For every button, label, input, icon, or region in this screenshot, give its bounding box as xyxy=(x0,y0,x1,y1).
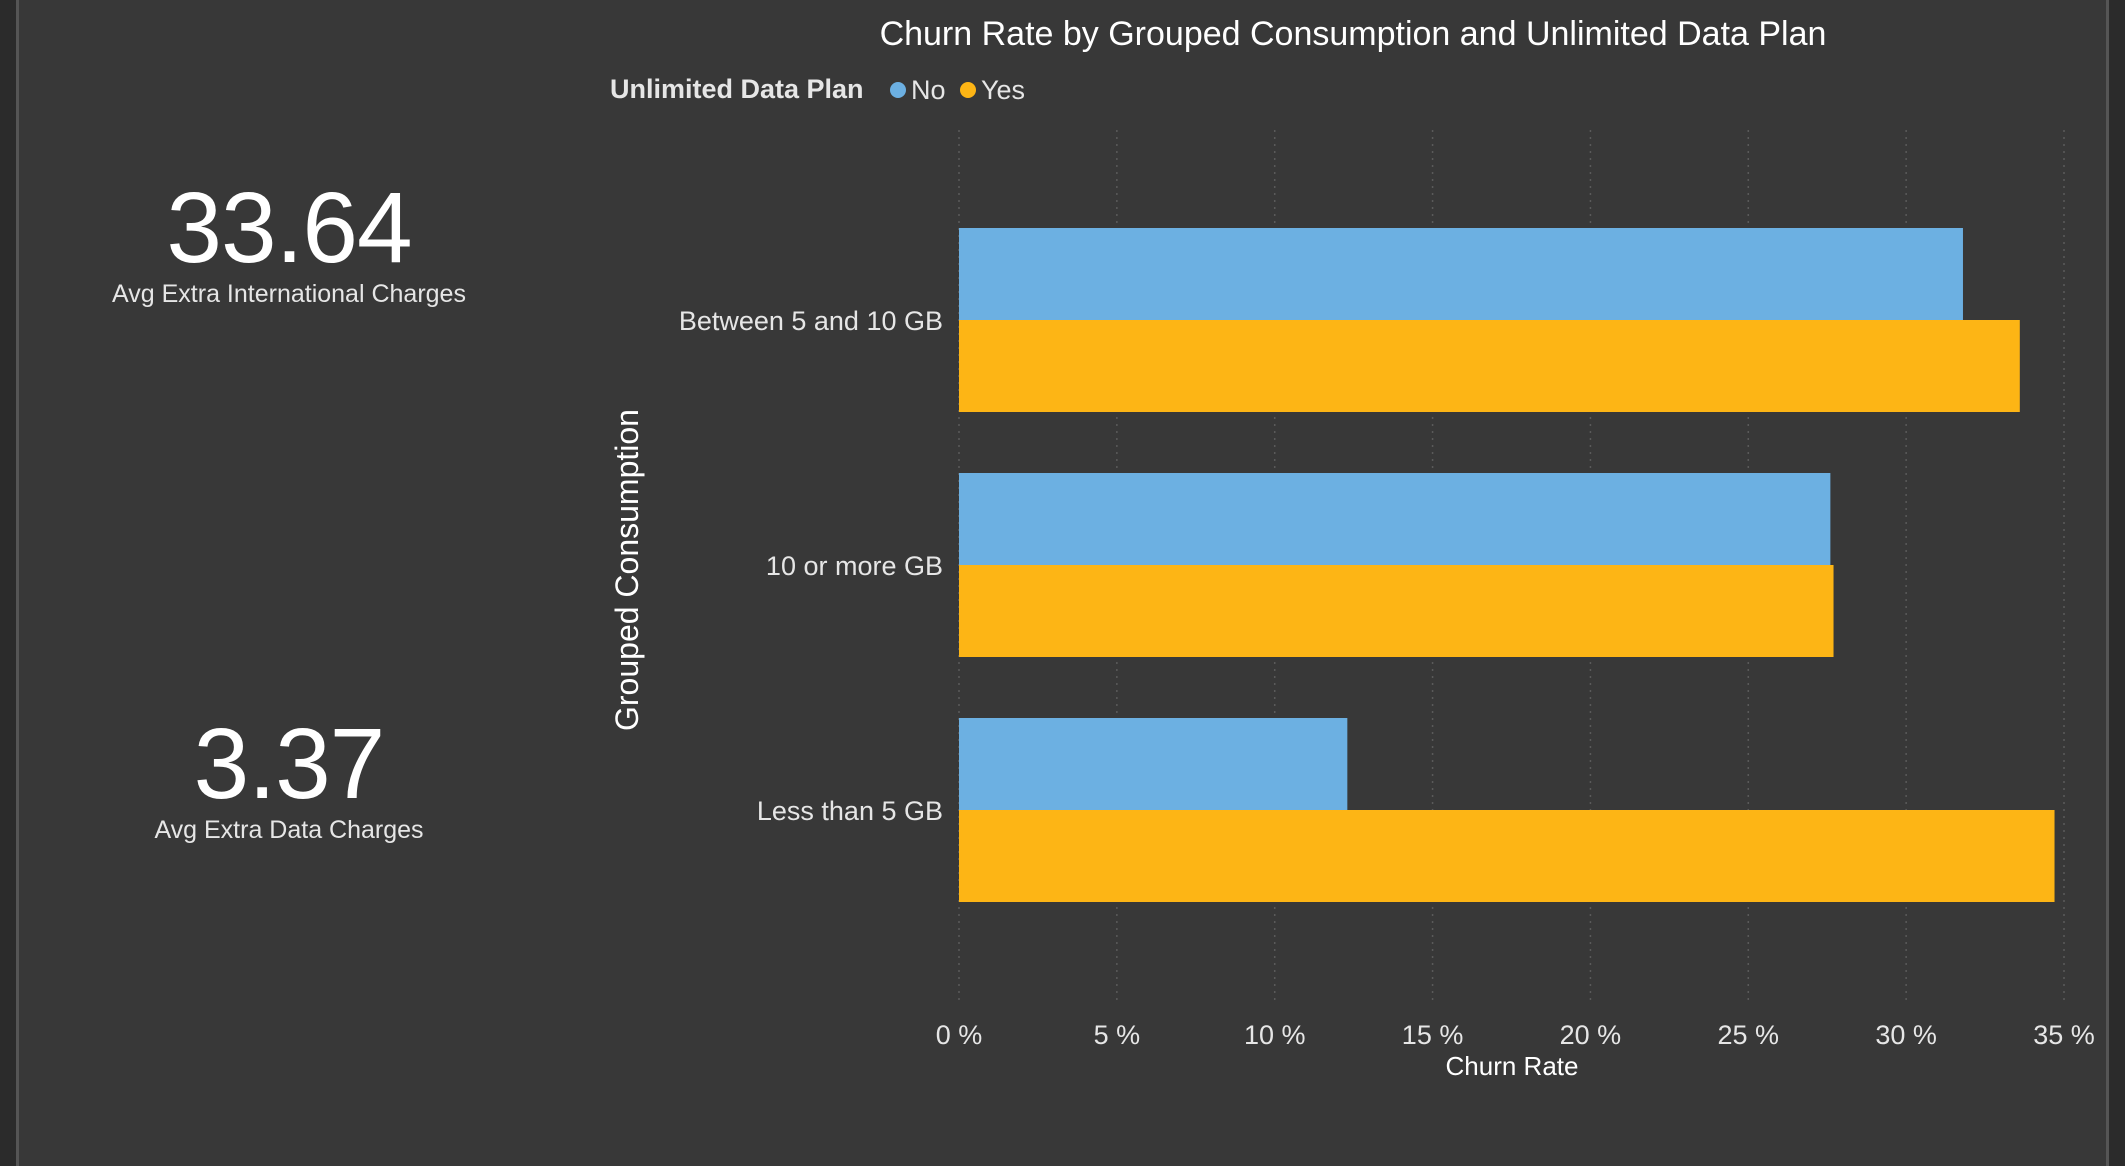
kpi-label: Avg Extra International Charges xyxy=(112,280,466,308)
x-tick-label: 5 % xyxy=(1094,1020,1141,1050)
x-tick-label: 35 % xyxy=(2033,1020,2095,1050)
x-tick-label: 0 % xyxy=(936,1020,983,1050)
x-tick-label: 30 % xyxy=(1875,1020,1937,1050)
x-tick-label: 20 % xyxy=(1560,1020,1622,1050)
bar-no-3[interactable] xyxy=(959,718,1348,810)
x-tick-labels: 0 % 5 % 10 % 15 % 20 % 25 % 30 % 35 % xyxy=(936,1020,2095,1050)
chart-title: Churn Rate by Grouped Consumption and Un… xyxy=(880,15,1827,53)
kpi-label: Avg Extra Data Charges xyxy=(154,816,424,844)
bar-no-1[interactable] xyxy=(959,228,1963,320)
legend-dot-yes xyxy=(960,82,976,98)
legend-title: Unlimited Data Plan xyxy=(610,74,864,104)
x-tick-label: 25 % xyxy=(1718,1020,1780,1050)
category-label: Less than 5 GB xyxy=(757,796,943,826)
bar-yes-2[interactable] xyxy=(959,565,1834,657)
legend-label-no[interactable]: No xyxy=(911,75,946,105)
legend-label-yes[interactable]: Yes xyxy=(981,75,1025,105)
kpi-value: 33.64 xyxy=(166,172,412,284)
bar-yes-1[interactable] xyxy=(959,320,2020,412)
category-labels: Between 5 and 10 GB 10 or more GB Less tha… xyxy=(679,306,943,826)
x-tick-label: 10 % xyxy=(1244,1020,1306,1050)
kpi-value: 3.37 xyxy=(193,708,386,820)
bar-yes-3[interactable] xyxy=(959,810,2055,902)
legend-dot-no xyxy=(890,82,906,98)
bar-no-2[interactable] xyxy=(959,473,1831,565)
x-tick-label: 15 % xyxy=(1402,1020,1464,1050)
category-label: 10 or more GB xyxy=(766,551,943,581)
kpi-card-data-charges[interactable]: 3.37 Avg Extra Data Charges xyxy=(59,714,519,845)
x-axis-label: Churn Rate xyxy=(1446,1051,1579,1081)
category-label: Between 5 and 10 GB xyxy=(679,306,943,336)
y-axis-label: Grouped Consumption xyxy=(609,409,645,731)
bars-group xyxy=(959,228,2055,902)
kpi-card-intl-charges[interactable]: 33.64 Avg Extra International Charges xyxy=(59,178,519,309)
legend: Unlimited Data Plan No Yes xyxy=(610,74,1025,105)
